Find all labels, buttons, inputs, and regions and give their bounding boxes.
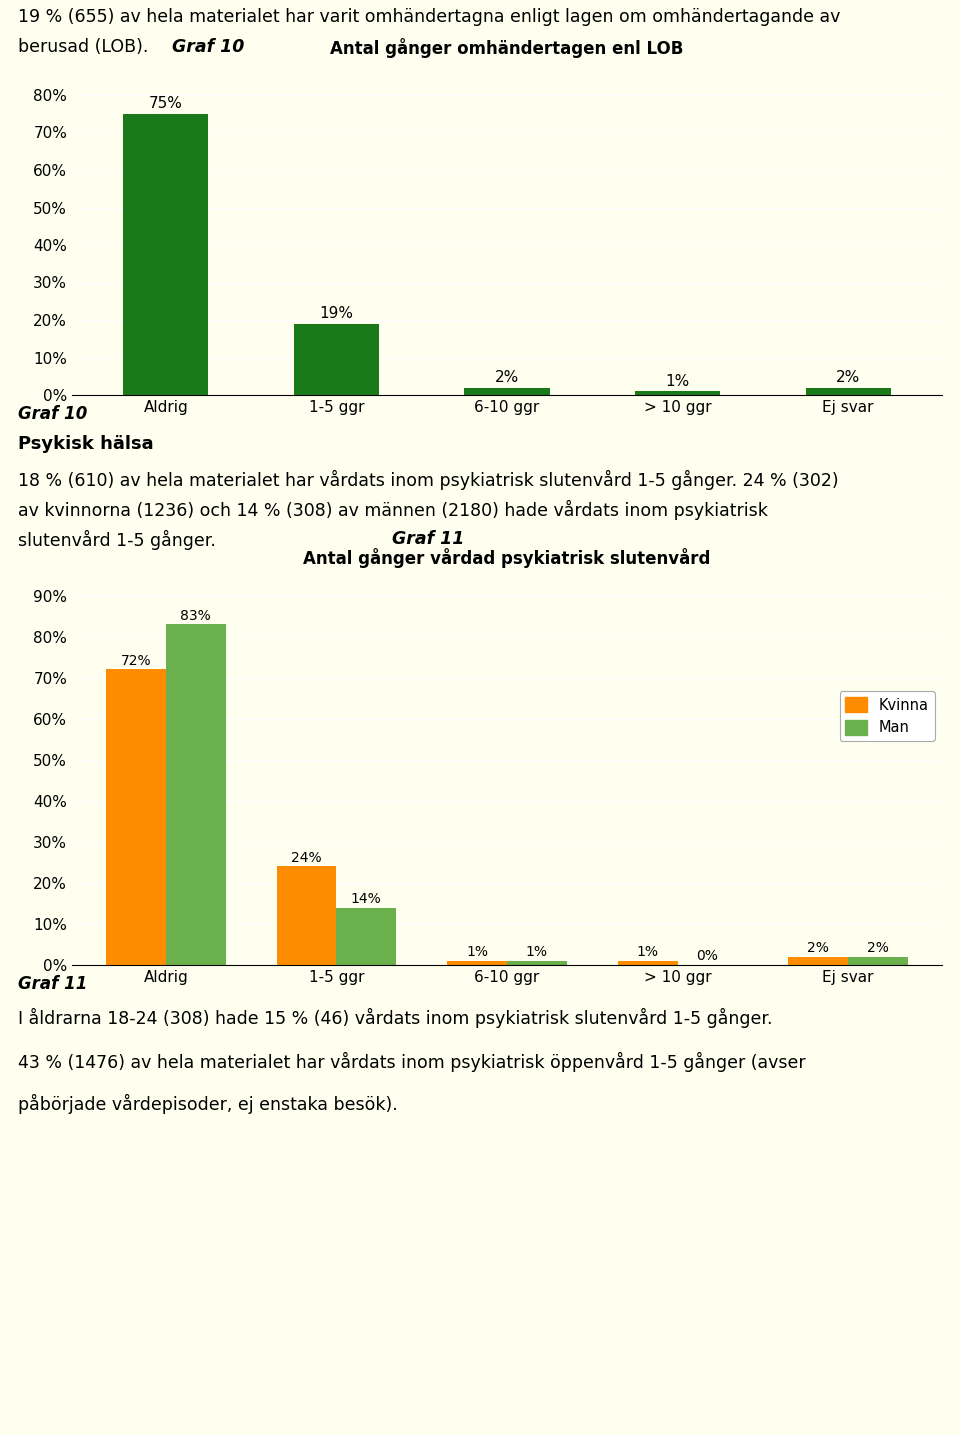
Legend: Kvinna, Man: Kvinna, Man — [839, 692, 935, 742]
Bar — [635, 392, 720, 395]
Text: berusad (LOB).: berusad (LOB). — [18, 39, 154, 56]
Text: av kvinnorna (1236) och 14 % (308) av männen (2180) hade vårdats inom psykiatris: av kvinnorna (1236) och 14 % (308) av mä… — [18, 499, 768, 519]
Text: 43 % (1476) av hela materialet har vårdats inom psykiatrisk öppenvård 1-5 gånger: 43 % (1476) av hela materialet har vårda… — [18, 1052, 805, 1072]
Text: I åldrarna 18-24 (308) hade 15 % (46) vårdats inom psykiatrisk slutenvård 1-5 gå: I åldrarna 18-24 (308) hade 15 % (46) vå… — [18, 1007, 773, 1027]
Text: Graf 11: Graf 11 — [18, 974, 87, 993]
Title: Antal gånger vårdad psykiatrisk slutenvård: Antal gånger vårdad psykiatrisk slutenvå… — [303, 548, 710, 568]
Text: 2%: 2% — [836, 370, 860, 385]
Bar — [507, 961, 566, 964]
Bar — [166, 624, 226, 964]
Text: 19%: 19% — [320, 307, 353, 321]
Text: 1%: 1% — [467, 946, 488, 959]
Text: 72%: 72% — [121, 654, 152, 667]
Text: Psykisk hälsa: Psykisk hälsa — [18, 435, 154, 453]
Bar — [447, 961, 507, 964]
Text: 83%: 83% — [180, 608, 211, 623]
Bar — [849, 957, 908, 964]
Bar — [294, 324, 379, 395]
Text: 1%: 1% — [665, 375, 689, 389]
Bar — [123, 113, 208, 395]
Bar — [465, 387, 550, 395]
Text: påbörjade vårdepisoder, ej enstaka besök).: påbörjade vårdepisoder, ej enstaka besök… — [18, 1095, 397, 1115]
Text: 19 % (655) av hela materialet har varit omhändertagna enligt lagen om omhänderta: 19 % (655) av hela materialet har varit … — [18, 9, 840, 26]
Text: 1%: 1% — [636, 946, 659, 959]
Bar — [276, 867, 336, 964]
Text: Graf 10: Graf 10 — [172, 39, 244, 56]
Text: 2%: 2% — [807, 941, 829, 956]
Text: 0%: 0% — [697, 950, 718, 963]
Title: Antal gånger omhändertagen enl LOB: Antal gånger omhändertagen enl LOB — [330, 37, 684, 57]
Text: 18 % (610) av hela materialet har vårdats inom psykiatrisk slutenvård 1-5 gånger: 18 % (610) av hela materialet har vårdat… — [18, 471, 839, 491]
Text: 2%: 2% — [494, 370, 519, 385]
Text: 1%: 1% — [526, 946, 548, 959]
Bar — [336, 907, 396, 964]
Text: 75%: 75% — [149, 96, 182, 112]
Text: 14%: 14% — [351, 893, 382, 905]
Bar — [805, 387, 891, 395]
Text: 2%: 2% — [867, 941, 889, 956]
Bar — [107, 669, 166, 964]
Bar — [788, 957, 849, 964]
Text: Graf 11: Graf 11 — [392, 530, 464, 548]
Bar — [618, 961, 678, 964]
Text: Graf 10: Graf 10 — [18, 405, 87, 423]
Text: 24%: 24% — [291, 851, 322, 865]
Text: slutenvård 1-5 gånger.: slutenvård 1-5 gånger. — [18, 530, 222, 550]
